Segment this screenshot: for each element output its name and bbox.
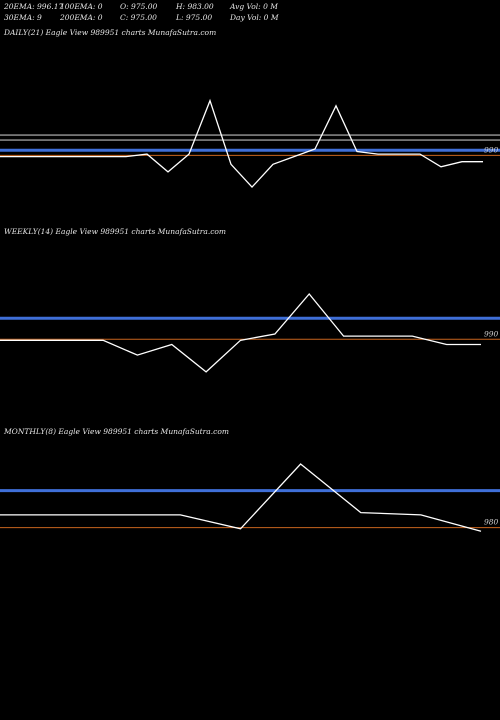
price-line bbox=[0, 463, 482, 532]
avg-vol-label: Avg Vol: 0 M bbox=[230, 2, 278, 11]
ema100-label: 100EMA: 0 bbox=[60, 2, 103, 11]
ema20-label: 20EMA: 996.17 bbox=[4, 2, 64, 11]
header-row-1: 20EMA: 996.17 100EMA: 0 O: 975.00 H: 983… bbox=[4, 2, 496, 12]
high-label: H: 983.00 bbox=[176, 2, 214, 11]
header-row-2: 30EMA: 9 200EMA: 0 C: 975.00 L: 975.00 D… bbox=[4, 13, 496, 23]
level-label: 990 bbox=[484, 145, 499, 154]
day-vol-label: Day Vol: 0 M bbox=[230, 13, 279, 22]
ema30-label: 30EMA: 9 bbox=[4, 13, 42, 22]
close-label: C: 975.00 bbox=[120, 13, 157, 22]
level-label: 990 bbox=[484, 329, 499, 338]
open-label: O: 975.00 bbox=[120, 2, 158, 11]
monthly-panel-title: MONTHLY(8) Eagle View 989951 charts Muna… bbox=[4, 427, 229, 436]
daily-panel-title: DAILY(21) Eagle View 989951 charts Munaf… bbox=[4, 28, 217, 37]
low-label: L: 975.00 bbox=[176, 13, 213, 22]
price-line bbox=[0, 98, 483, 189]
ema200-label: 200EMA: 0 bbox=[60, 13, 103, 22]
level-label: 980 bbox=[484, 518, 499, 527]
weekly-panel-title: WEEKLY(14) Eagle View 989951 charts Muna… bbox=[4, 227, 227, 236]
